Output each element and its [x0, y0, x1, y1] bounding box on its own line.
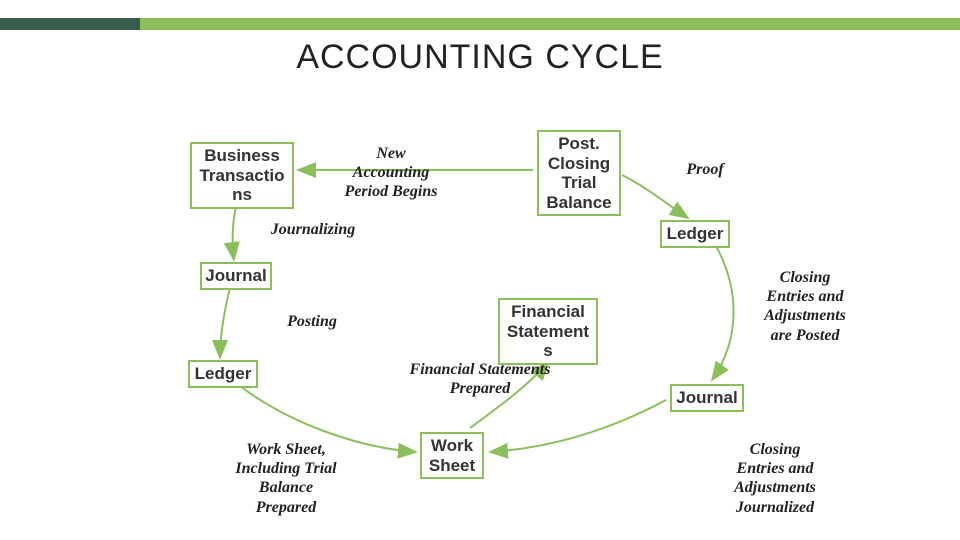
- node-journal2: Journal: [670, 384, 744, 412]
- header-accent-bar: [0, 18, 960, 30]
- node-ledger1: Ledger: [188, 360, 258, 388]
- label-journalizing: Journalizing: [258, 220, 368, 239]
- arrow-journal2-to-work_sheet: [490, 400, 666, 452]
- node-journal: Journal: [200, 262, 272, 290]
- label-closing_entries_journalized: ClosingEntries andAdjustmentsJournalized: [710, 440, 840, 517]
- node-business_transactions: BusinessTransactions: [190, 142, 294, 209]
- label-work_sheet_prepared: Work Sheet,Including TrialBalancePrepare…: [216, 440, 356, 517]
- label-new_accounting_period: NewAccountingPeriod Begins: [326, 144, 456, 202]
- arrow-post_closing_trial_balance-to-ledger2: [622, 175, 688, 218]
- node-financial_statements: FinancialStatements: [498, 298, 598, 365]
- arrow-business_transactions-to-journal: [233, 206, 236, 260]
- label-proof: Proof: [670, 160, 740, 179]
- arrow-ledger2-to-journal2: [712, 246, 734, 380]
- header-accent-dark: [0, 18, 140, 30]
- label-closing_entries_posted: ClosingEntries andAdjustmentsare Posted: [740, 268, 870, 345]
- node-ledger2: Ledger: [660, 220, 730, 248]
- page-title: ACCOUNTING CYCLE: [0, 38, 960, 77]
- arrow-journal-to-ledger1: [220, 288, 230, 358]
- label-posting: Posting: [272, 312, 352, 331]
- label-financial_statements_prepared: Financial StatementsPrepared: [380, 360, 580, 398]
- node-post_closing_trial_balance: Post.ClosingTrialBalance: [537, 130, 621, 216]
- node-work_sheet: WorkSheet: [420, 432, 484, 479]
- header-accent-light: [140, 18, 960, 30]
